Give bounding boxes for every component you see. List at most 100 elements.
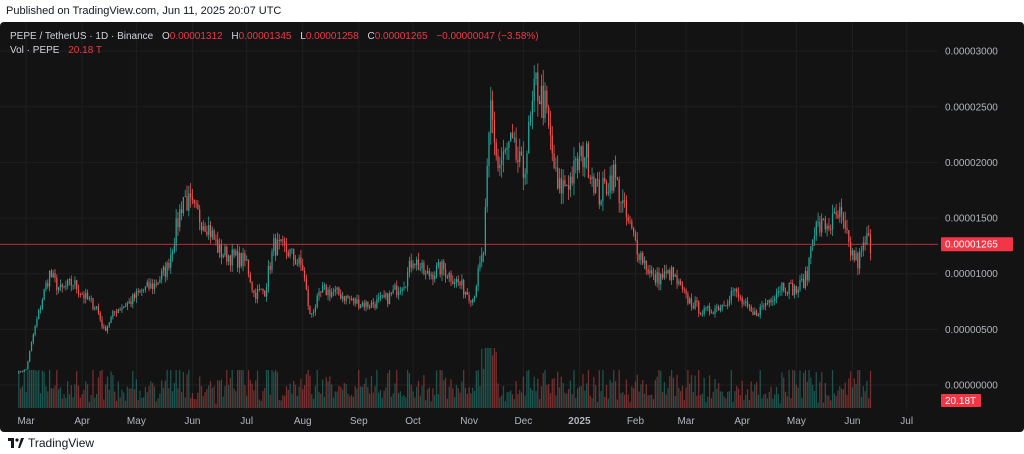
volume-bar bbox=[238, 370, 241, 408]
volume-bar bbox=[839, 386, 841, 408]
candle-body bbox=[336, 287, 338, 290]
candle-body bbox=[658, 272, 660, 285]
volume-bar bbox=[613, 370, 615, 408]
volume-bar bbox=[423, 374, 425, 408]
candle-body bbox=[736, 288, 738, 293]
volume-bar bbox=[45, 386, 47, 408]
candle-body bbox=[356, 299, 358, 304]
symbol-label[interactable]: PEPE / TetherUS · 1D · Binance bbox=[10, 31, 154, 42]
candle-body bbox=[649, 270, 651, 274]
volume-bar bbox=[533, 376, 535, 408]
volume-bar bbox=[860, 396, 863, 408]
candle-body bbox=[455, 279, 458, 283]
volume-bar bbox=[548, 384, 550, 408]
candle-body bbox=[36, 318, 38, 327]
volume-bar bbox=[576, 388, 579, 408]
candle-body bbox=[358, 299, 360, 309]
volume-bar bbox=[285, 386, 288, 408]
candle-body bbox=[327, 289, 329, 296]
volume-bar bbox=[327, 381, 329, 408]
legend-volume: Vol · PEPE 20.18 T bbox=[10, 44, 539, 58]
volume-bar bbox=[636, 374, 638, 408]
volume-bar bbox=[321, 379, 324, 408]
candle-body bbox=[146, 282, 148, 287]
volume-bar bbox=[191, 393, 194, 408]
candle-body bbox=[161, 270, 163, 280]
volume-bar bbox=[705, 401, 707, 408]
volume-bar bbox=[802, 372, 805, 408]
volume-bar bbox=[784, 391, 787, 408]
volume-bar bbox=[267, 370, 270, 408]
volume-bar bbox=[670, 370, 673, 408]
candle-body bbox=[162, 266, 165, 271]
volume-bar bbox=[124, 400, 127, 408]
x-tick-label: May bbox=[787, 416, 806, 427]
volume-bar bbox=[374, 386, 376, 408]
candle-body bbox=[674, 275, 676, 277]
x-tick-label: Dec bbox=[514, 416, 532, 427]
volume-bar bbox=[734, 391, 736, 408]
candle-body bbox=[837, 214, 839, 218]
candle-body bbox=[584, 157, 586, 168]
candle-body bbox=[226, 246, 228, 262]
volume-bar bbox=[79, 397, 81, 408]
volume-bar bbox=[806, 381, 808, 408]
candle-body bbox=[271, 251, 273, 270]
candle-body bbox=[604, 178, 606, 182]
candle-body bbox=[746, 301, 749, 307]
x-tick-label: Mar bbox=[17, 416, 35, 427]
candle-body bbox=[685, 290, 687, 294]
candle-body bbox=[90, 298, 92, 300]
price-chart[interactable]: 0.00003000 0.00002500 0.00002000 0.00001500… bbox=[0, 22, 1024, 432]
candle-body bbox=[258, 289, 260, 290]
candle-body bbox=[117, 309, 119, 313]
candle-body bbox=[106, 325, 109, 332]
candle-body bbox=[260, 288, 262, 290]
volume-bar bbox=[591, 398, 593, 408]
volume-bar bbox=[77, 385, 80, 408]
volume-bar bbox=[692, 392, 694, 408]
candle-body bbox=[30, 342, 33, 352]
candle-body bbox=[403, 287, 405, 289]
volume-bar bbox=[159, 393, 161, 408]
volume-bar bbox=[59, 387, 62, 408]
volume-bar bbox=[274, 370, 277, 408]
volume-bar bbox=[810, 377, 812, 408]
volume-bar bbox=[164, 380, 166, 408]
candle-body bbox=[839, 207, 841, 218]
candle-body bbox=[491, 100, 494, 120]
tradingview-logo[interactable]: TradingView bbox=[8, 436, 94, 450]
candle-body bbox=[826, 225, 828, 230]
candle-body bbox=[65, 286, 67, 287]
candle-body bbox=[446, 277, 449, 279]
candle-body bbox=[280, 239, 282, 242]
candle-body bbox=[824, 218, 826, 230]
volume-bar bbox=[65, 397, 67, 408]
volume-bar bbox=[309, 375, 311, 408]
volume-bar bbox=[515, 381, 517, 408]
volume-bar bbox=[432, 388, 434, 408]
candle-body bbox=[406, 272, 409, 287]
candle-body bbox=[502, 151, 505, 160]
volume-bar bbox=[479, 386, 481, 408]
candle-body bbox=[788, 283, 790, 294]
volume-label[interactable]: Vol · PEPE bbox=[10, 45, 60, 56]
candle-body bbox=[202, 226, 204, 231]
candle-body bbox=[596, 179, 599, 181]
volume-bar bbox=[537, 378, 539, 408]
candle-body bbox=[698, 301, 700, 314]
volume-bar bbox=[202, 396, 204, 408]
candle-body bbox=[765, 303, 767, 307]
volume-bar bbox=[302, 389, 304, 408]
candle-body bbox=[231, 249, 233, 266]
candle-body bbox=[208, 225, 210, 235]
candle-body bbox=[88, 298, 91, 300]
candle-body bbox=[490, 100, 492, 133]
candle-body bbox=[253, 289, 255, 293]
candle-body bbox=[314, 307, 317, 312]
candle-body bbox=[721, 305, 723, 308]
volume-bar bbox=[30, 370, 33, 408]
candle-body bbox=[737, 292, 740, 298]
volume-bar bbox=[209, 381, 212, 408]
volume-bar bbox=[170, 370, 172, 408]
